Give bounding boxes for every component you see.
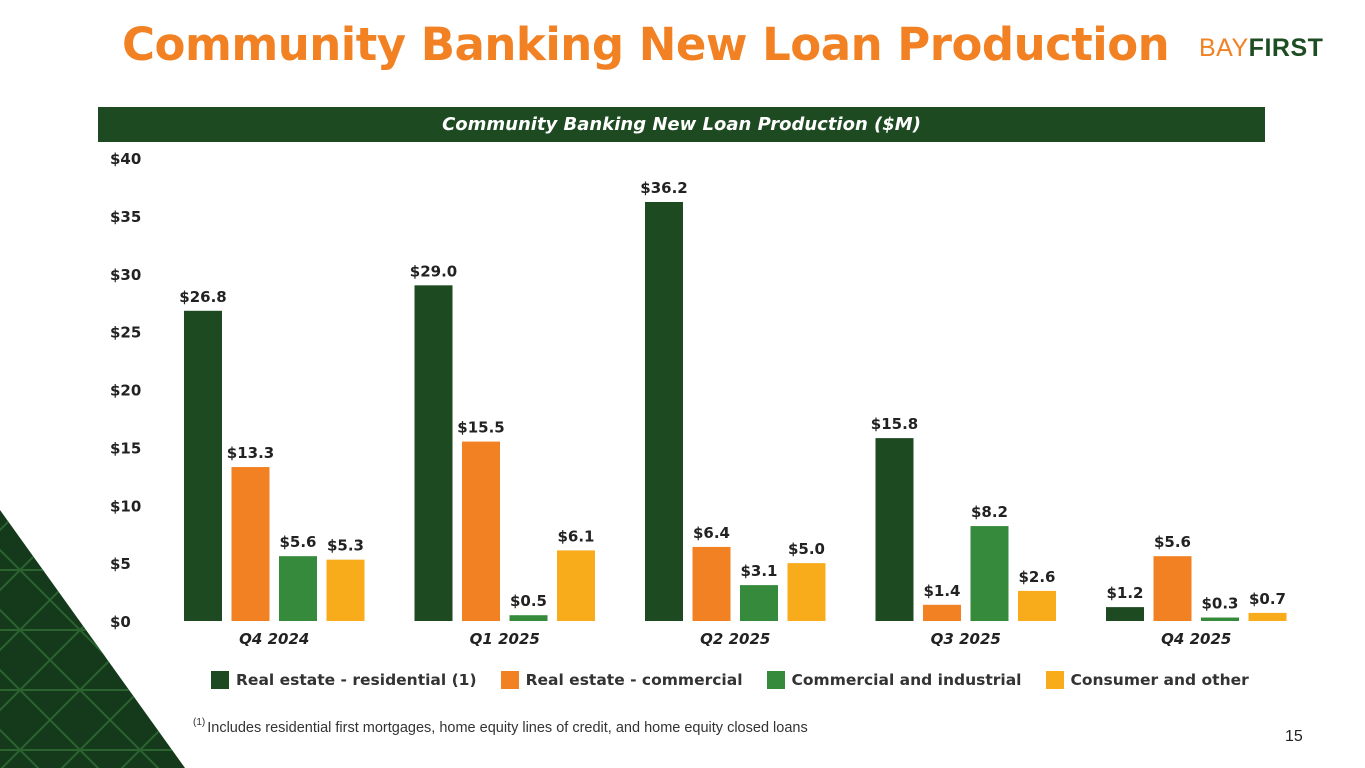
bar — [414, 285, 453, 621]
legend-label: Real estate - residential (1) — [236, 671, 477, 689]
y-axis-tick-label: $35 — [110, 208, 141, 226]
bar — [557, 550, 595, 621]
data-label: $26.8 — [179, 288, 226, 306]
legend-item-commercial-re: Real estate - commercial — [500, 671, 743, 689]
x-axis-tick-label: Q4 2024 — [239, 630, 309, 648]
y-axis-tick-label: $40 — [110, 150, 141, 168]
y-axis-tick-label: $10 — [110, 497, 141, 515]
data-label: $15.5 — [457, 419, 504, 437]
footnote-text: Includes residential first mortgages, ho… — [207, 720, 808, 736]
logo-text-part2: FIRST — [1248, 34, 1324, 62]
bar — [1106, 607, 1144, 621]
data-label: $6.1 — [557, 527, 594, 545]
bar — [645, 201, 683, 622]
data-label: $36.2 — [640, 179, 687, 197]
bar — [231, 467, 270, 621]
chart-legend: Real estate - residential (1) Real estat… — [211, 668, 1273, 692]
bar — [787, 563, 826, 621]
legend-swatch — [500, 671, 519, 689]
x-axis-tick-label: Q3 2025 — [931, 630, 1001, 648]
logo-text-part1: BAY — [1199, 34, 1249, 62]
y-axis-tick-label: $5 — [110, 555, 131, 573]
legend-label: Real estate - commercial — [525, 671, 743, 689]
data-label: $5.6 — [1154, 533, 1191, 551]
bar — [970, 526, 1009, 621]
x-axis-tick-label: Q1 2025 — [470, 630, 540, 648]
data-label: $29.0 — [410, 262, 457, 280]
bar — [692, 546, 731, 621]
y-axis-tick-label: $30 — [110, 266, 141, 284]
y-axis-tick-label: $25 — [110, 324, 141, 342]
chart-title-banner: Community Banking New Loan Production ($… — [98, 107, 1265, 142]
bar — [740, 585, 778, 621]
legend-swatch — [766, 671, 785, 689]
x-axis-tick-label: Q4 2025 — [1161, 630, 1231, 648]
legend-item-residential: Real estate - residential (1) — [211, 671, 477, 689]
data-label: $2.6 — [1018, 568, 1055, 586]
data-label: $0.7 — [1249, 590, 1286, 608]
data-label: $5.3 — [327, 537, 364, 555]
bar — [875, 438, 914, 621]
legend-swatch — [1045, 671, 1064, 689]
data-label: $1.4 — [923, 582, 960, 600]
page-title: Community Banking New Loan Production — [122, 18, 1170, 71]
bar — [1018, 590, 1056, 621]
bar — [462, 441, 500, 621]
data-label: $0.3 — [1201, 595, 1238, 613]
x-axis-tick-label: Q2 2025 — [700, 630, 770, 648]
y-axis-tick-label: $20 — [110, 382, 141, 400]
data-label: $0.5 — [510, 592, 547, 610]
footnote-marker: (1) — [193, 717, 206, 728]
page-number: 15 — [1285, 728, 1303, 745]
company-logo: BAYFIRST — [1199, 34, 1323, 63]
data-label: $15.8 — [871, 415, 918, 433]
data-label: $5.6 — [279, 533, 316, 551]
data-label: $3.1 — [740, 562, 777, 580]
legend-item-consumer: Consumer and other — [1045, 671, 1249, 689]
bar — [184, 310, 222, 621]
y-axis-tick-label: $15 — [110, 439, 141, 457]
legend-label: Commercial and industrial — [791, 671, 1022, 689]
bar-chart: $0 $5 $10 $15 $20 $25 $30 $35 $40 $26.8 $13.3 $5.6 $… — [110, 150, 1287, 648]
legend-label: Consumer and other — [1070, 671, 1249, 689]
bar — [279, 556, 317, 621]
bar — [509, 615, 548, 621]
bar — [1201, 617, 1239, 621]
decorative-lattice-graphic — [0, 510, 185, 768]
legend-swatch — [211, 671, 229, 689]
data-label: $5.0 — [788, 540, 825, 558]
data-label: $1.2 — [1106, 584, 1143, 602]
data-label: $8.2 — [971, 503, 1008, 521]
footnote: (1) Includes residential first mortgages,… — [193, 717, 808, 736]
data-label: $13.3 — [227, 444, 274, 462]
bar — [1153, 556, 1192, 621]
bar — [923, 604, 961, 621]
y-axis-tick-label: $0 — [110, 613, 131, 631]
bar — [326, 559, 365, 621]
bar — [1248, 612, 1287, 621]
data-label: $6.4 — [693, 524, 730, 542]
legend-item-commercial-industrial: Commercial and industrial — [766, 671, 1022, 689]
